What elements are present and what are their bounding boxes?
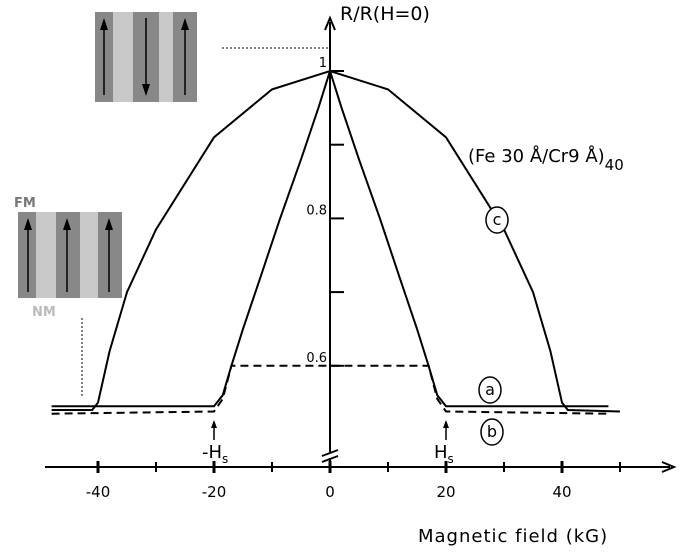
curve: [51, 69, 621, 413]
hs-label-sub: s: [222, 452, 228, 466]
hs-label-sub: s: [448, 452, 454, 466]
x-tick-label: 40: [552, 483, 571, 501]
axis-break: [321, 449, 339, 463]
y-tick-label: 1: [319, 56, 327, 71]
curve-label-circle: [480, 418, 504, 446]
y-axis-arrow: [324, 15, 336, 31]
hs-arrow-head: [211, 420, 217, 428]
x-tick-label: 20: [436, 483, 455, 501]
nm-label: NM: [32, 305, 56, 320]
y-tick-label: 0.8: [306, 203, 327, 218]
x-axis-label: Magnetic field (kG): [418, 526, 608, 547]
hs-label-main: H: [434, 442, 448, 463]
curve-label: b: [487, 422, 497, 441]
curve: [51, 364, 609, 415]
x-axis-arrow: [661, 461, 677, 473]
fm-label: FM: [14, 196, 36, 211]
x-tick-label: -20: [202, 483, 227, 501]
x-tick-label: 0: [325, 483, 335, 501]
curve-label-circle: [478, 376, 502, 404]
sample-label: (Fe 30 Å/Cr9 Å)40: [468, 145, 624, 174]
layer-diagram-antiparallel: [95, 12, 328, 102]
hs-label-main: -H: [202, 442, 222, 463]
x-tick-label: -40: [86, 483, 111, 501]
curve-label-circle: [485, 206, 509, 234]
y-tick-label: 0.6: [306, 351, 327, 366]
curve-label: c: [493, 210, 502, 229]
hs-label: -Hs: [202, 442, 228, 466]
curve-label: a: [485, 380, 495, 399]
y-axis-label: R/R(H=0): [340, 3, 430, 25]
hs-arrow-head: [443, 420, 449, 428]
hs-label: Hs: [434, 442, 454, 466]
layer-diagram-parallel: FM NM: [14, 196, 122, 398]
